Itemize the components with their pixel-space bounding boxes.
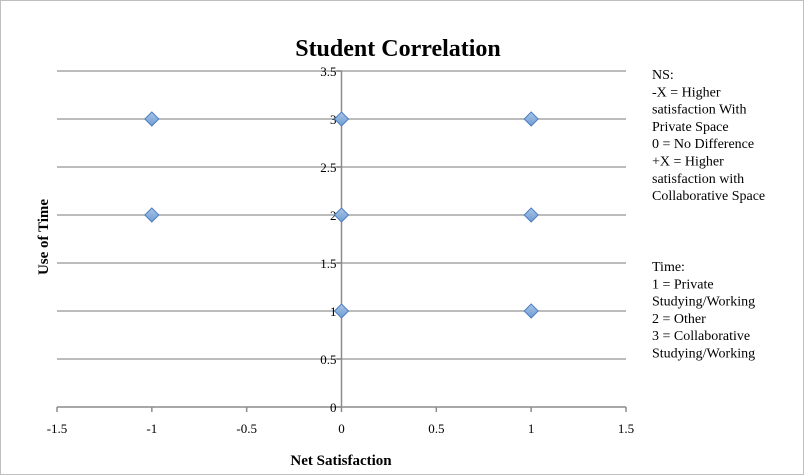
x-tick-label-5: 1 — [528, 421, 535, 436]
data-point-2 — [523, 111, 539, 127]
x-tick-label-6: 1.5 — [618, 421, 634, 436]
ns-note-line-3: Private Space — [652, 120, 729, 135]
y-tick-label-7: 3.5 — [320, 64, 336, 79]
data-point-4 — [333, 207, 350, 223]
time-note-line-4: 3 = Collaborative — [652, 329, 750, 344]
time-note-line-5: Studying/Working — [652, 347, 755, 362]
ns-note-line-4: 0 = No Difference — [652, 137, 754, 152]
data-points — [144, 111, 539, 319]
time-note-line-1: 1 = Private — [652, 277, 714, 292]
data-point-1 — [333, 111, 350, 127]
y-tick-label-3: 1.5 — [320, 256, 336, 271]
x-tick-label-0: -1.5 — [47, 421, 68, 436]
data-point-6 — [333, 303, 350, 319]
data-point-3 — [144, 207, 160, 223]
ns-note-line-6: satisfaction with — [652, 172, 744, 187]
data-point-0 — [144, 111, 160, 127]
x-axis-title: Net Satisfaction — [290, 453, 392, 469]
x-tick-label-1: -1 — [146, 421, 157, 436]
ns-note-line-5: +X = Higher — [652, 155, 724, 170]
y-tick-label-5: 2.5 — [320, 160, 336, 175]
data-point-5 — [523, 207, 539, 223]
ns-note-line-2: satisfaction With — [652, 103, 746, 118]
time-note-line-3: 2 = Other — [652, 312, 706, 327]
x-tick-label-4: 0.5 — [428, 421, 444, 436]
ns-note-line-1: -X = Higher — [652, 85, 721, 100]
tick-labels: -1.5 -1 -0.5 0 0.5 1 1.5 0 0.5 1 1.5 2 2.5 3 3.5 — [47, 64, 634, 436]
y-tick-label-2: 1 — [330, 304, 337, 319]
x-tick-label-2: -0.5 — [236, 421, 257, 436]
time-note-line-2: Studying/Working — [652, 295, 755, 310]
y-tick-label-6: 3 — [330, 112, 337, 127]
time-legend-note: Time: 1 = Private Studying/Working 2 = Othe… — [652, 260, 755, 362]
y-tick-label-4: 2 — [330, 208, 337, 223]
y-tick-label-0: 0 — [330, 400, 337, 415]
y-axis-title: Use of Time — [36, 199, 52, 275]
ns-note-line-0: NS: — [652, 68, 674, 83]
data-point-7 — [523, 303, 539, 319]
chart-title: Student Correlation — [295, 36, 501, 62]
ns-note-line-7: Collaborative Space — [652, 189, 765, 204]
time-note-line-0: Time: — [652, 260, 685, 275]
x-tick-label-3: 0 — [338, 421, 345, 436]
ns-legend-note: NS: -X = Higher satisfaction With Private S… — [652, 68, 765, 204]
y-tick-label-1: 0.5 — [320, 352, 336, 367]
